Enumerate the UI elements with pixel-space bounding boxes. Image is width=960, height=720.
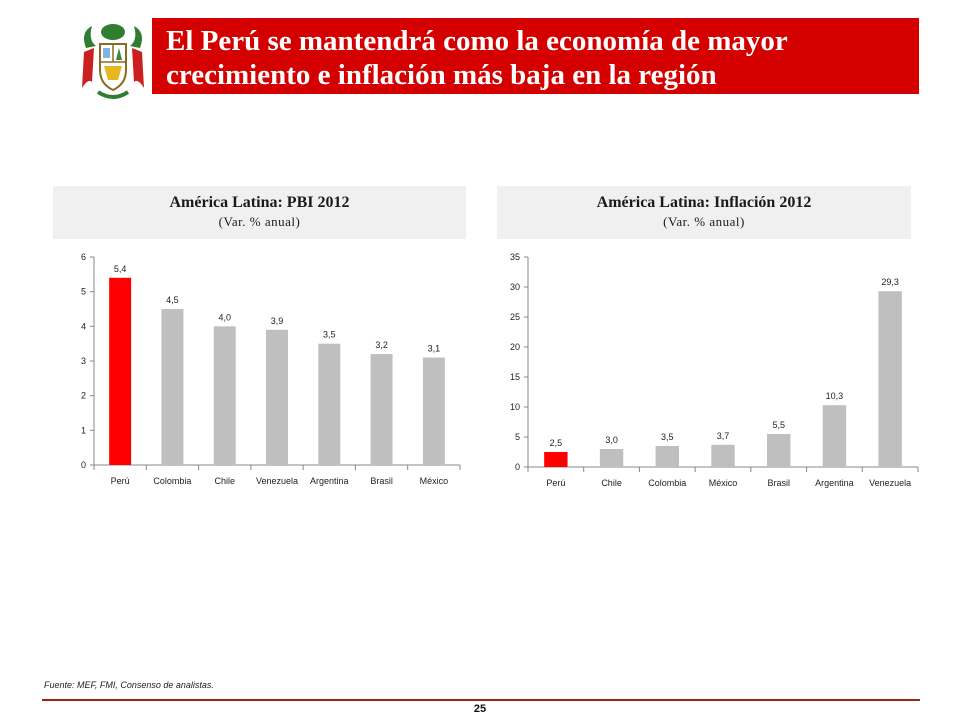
inflation-chart-subtitle: (Var. % anual) [663, 214, 745, 229]
x-category-label: Chile [214, 476, 235, 486]
y-tick-label: 20 [510, 342, 520, 352]
y-tick-label: 25 [510, 312, 520, 322]
pbi-chart-header: América Latina: PBI 2012 (Var. % anual) [53, 186, 466, 239]
page-title-line-1: El Perú se mantendrá como la economía de… [166, 25, 788, 57]
bar-data-label: 3,0 [605, 435, 618, 445]
bar-data-label: 3,5 [661, 432, 674, 442]
bar-data-label: 4,0 [218, 312, 231, 322]
x-category-label: México [420, 476, 449, 486]
bar-data-label: 3,9 [271, 316, 284, 326]
x-category-label: Venezuela [869, 478, 911, 488]
x-category-label: Colombia [648, 478, 686, 488]
x-category-label: Brasil [767, 478, 790, 488]
y-tick-label: 2 [81, 391, 86, 401]
bar-data-label: 10,3 [826, 391, 844, 401]
inflation-chart-title: América Latina: Inflación 2012 [596, 194, 812, 211]
page-number: 25 [473, 703, 487, 715]
bar-5 [767, 434, 791, 467]
x-category-label: Perú [111, 476, 130, 486]
pbi-chart-title: América Latina: PBI 2012 [169, 194, 350, 211]
bar-2 [599, 449, 624, 467]
bar-1 [109, 277, 132, 465]
inflation-chart-header: América Latina: Inflación 2012 (Var. % a… [497, 186, 911, 239]
y-tick-label: 15 [510, 372, 520, 382]
pbi-chart-subtitle: (Var. % anual) [218, 214, 301, 229]
peru-coat-of-arms-logo [82, 24, 144, 99]
bar-4 [711, 444, 735, 467]
bar-6 [370, 354, 393, 465]
bar-data-label: 3,7 [717, 431, 730, 441]
bar-3 [213, 326, 236, 465]
page-title-line-2: crecimiento e inflación más baja en la r… [166, 59, 717, 91]
inflation-bar-chart: 0 5 10 15 20 25 30 35 2,5 Perú 3,0 Chile 3,5 Colombia… [510, 252, 919, 488]
bar-data-label: 3,5 [323, 330, 336, 340]
y-tick-label: 1 [81, 425, 86, 435]
y-tick-label: 0 [81, 460, 86, 470]
bar-data-label: 3,2 [375, 340, 388, 350]
y-tick-label: 0 [515, 462, 520, 472]
y-tick-label: 4 [81, 321, 86, 331]
footer-divider [42, 699, 920, 701]
y-tick-label: 3 [81, 356, 86, 366]
bar-2 [161, 309, 184, 465]
bar-data-label: 3,1 [428, 344, 441, 354]
y-tick-label: 5 [81, 287, 86, 297]
x-category-label: Venezuela [256, 476, 298, 486]
title-banner: El Perú se mantendrá como la economía de… [152, 18, 919, 94]
x-category-label: Chile [601, 478, 622, 488]
bar-6 [822, 405, 847, 467]
x-category-label: Brasil [370, 476, 393, 486]
bar-4 [266, 329, 288, 465]
bar-data-label: 4,5 [166, 295, 179, 305]
bar-data-label: 5,4 [114, 264, 127, 274]
bar-7 [878, 291, 902, 467]
x-category-label: Perú [546, 478, 565, 488]
bar-1 [544, 452, 568, 467]
bar-7 [422, 357, 445, 465]
bar-3 [655, 446, 679, 467]
bar-data-label: 29,3 [881, 277, 899, 287]
x-category-label: México [709, 478, 738, 488]
x-category-label: Argentina [310, 476, 349, 486]
source-note: Fuente: MEF, FMI, Consenso de analistas. [44, 680, 214, 690]
bar-data-label: 2,5 [550, 438, 563, 448]
y-tick-label: 35 [510, 252, 520, 262]
bar-5 [318, 343, 341, 465]
y-tick-label: 5 [515, 432, 520, 442]
y-tick-label: 10 [510, 402, 520, 412]
bar-data-label: 5,5 [772, 420, 785, 430]
y-tick-label: 30 [510, 282, 520, 292]
x-category-label: Colombia [153, 476, 191, 486]
pbi-bar-chart: 0 1 2 3 4 5 6 5,4 Perú 4,5 Colombia 4,0 Chile 3,9 Vene… [81, 252, 461, 486]
x-category-label: Argentina [815, 478, 854, 488]
y-tick-label: 6 [81, 252, 86, 262]
